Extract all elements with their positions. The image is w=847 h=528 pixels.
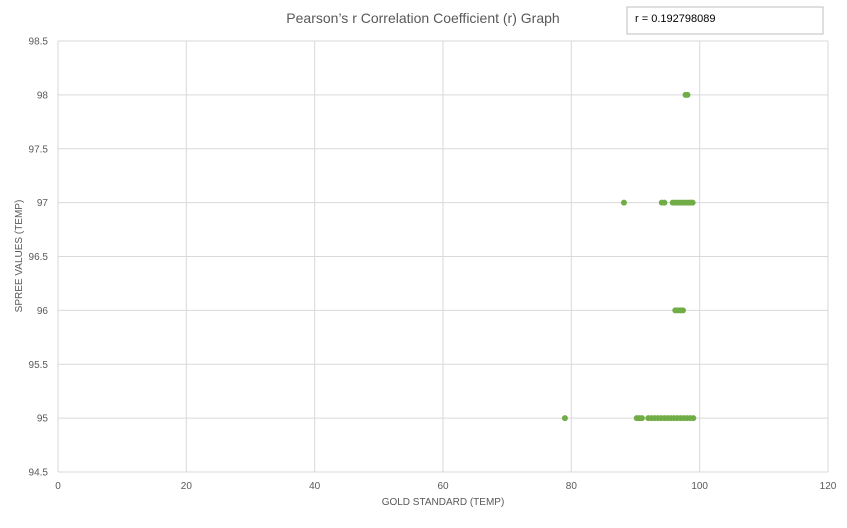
y-tick-label: 97.5 — [29, 144, 49, 155]
y-tick-label: 96 — [37, 306, 49, 317]
x-tick-label: 0 — [55, 481, 61, 492]
y-tick-label: 98 — [37, 90, 49, 101]
y-tick-label: 94.5 — [29, 468, 49, 479]
y-tick-label: 95 — [37, 414, 49, 425]
axes: 0 20 40 60 80 100 120 94.5 95 95.5 96 96.5 97 97.5 98 9… — [29, 37, 837, 493]
x-tick-label: 60 — [437, 481, 449, 492]
data-point — [679, 307, 686, 314]
x-tick-label: 40 — [309, 481, 321, 492]
y-tick-label: 95.5 — [29, 360, 49, 371]
y-tick-label: 96.5 — [29, 252, 49, 263]
x-tick-label: 80 — [566, 481, 578, 492]
data-point — [661, 199, 668, 206]
x-tick-label: 100 — [691, 481, 708, 492]
correlation-label: r = 0.192798089 — [635, 13, 715, 25]
x-axis-label: GOLD STANDARD (TEMP) — [382, 497, 505, 508]
data-points — [561, 91, 697, 422]
data-point — [684, 91, 691, 98]
x-tick-label: 120 — [820, 481, 837, 492]
y-tick-label: 97 — [37, 198, 49, 209]
y-axis-label: SPREE VALUES (TEMP) — [14, 200, 25, 313]
data-point — [690, 415, 697, 422]
x-tick-label: 20 — [181, 481, 193, 492]
data-point — [561, 415, 568, 422]
data-point — [620, 199, 627, 206]
data-point — [638, 415, 645, 422]
chart-title: Pearson’s r Correlation Coefficient (r) … — [286, 10, 559, 26]
correlation-box — [626, 6, 824, 35]
y-tick-label: 98.5 — [29, 37, 49, 48]
data-point — [689, 199, 696, 206]
gridlines — [57, 40, 829, 473]
